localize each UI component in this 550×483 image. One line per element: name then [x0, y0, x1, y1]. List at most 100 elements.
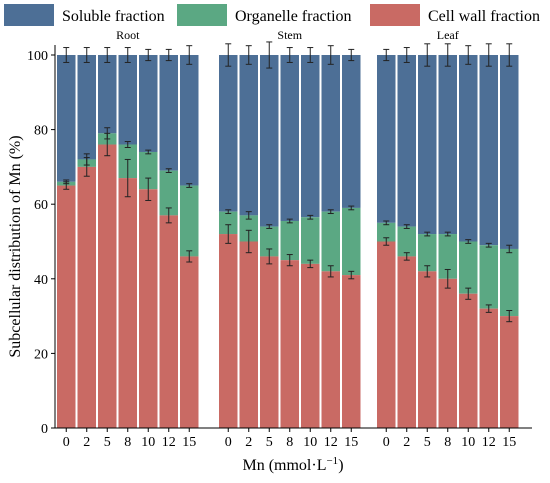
x-axis-title-close: ) [338, 457, 343, 474]
bar-stem-12-err-organelle [327, 209, 334, 215]
bar-leaf-10-cellwall [459, 293, 478, 428]
x-tick-leaf-8: 8 [444, 435, 451, 450]
bar-root-15-soluble [180, 55, 199, 186]
bar-root-15-organelle [180, 185, 199, 257]
bar-leaf-15-err-cellwall [506, 310, 513, 323]
bar-leaf-2-err-top [403, 47, 410, 63]
x-axis-title-main: Mn (mmol·L [242, 457, 326, 474]
bar-leaf-0-organelle [377, 222, 396, 242]
x-tick-leaf-5: 5 [424, 435, 431, 450]
bar-stem-12-soluble [321, 55, 340, 212]
bar-leaf-0-soluble [377, 55, 396, 223]
bar-stem-2-err-organelle [245, 211, 252, 220]
bar-root-5-err-top [104, 47, 111, 63]
bar-leaf-10-soluble [459, 55, 478, 242]
bar-root-2-err-top [83, 47, 90, 63]
bar-stem-5-err-organelle [266, 224, 273, 229]
bar-stem-5-organelle [260, 226, 279, 257]
bar-stem-12-cellwall [321, 271, 340, 428]
x-tick-stem-15: 15 [344, 435, 358, 450]
x-tick-leaf-10: 10 [461, 435, 475, 450]
bar-leaf-12-organelle [479, 245, 498, 309]
bar-leaf-0-err-organelle [383, 220, 390, 226]
y-axis-title: Subcellular distribution of Mn (%) [7, 135, 24, 357]
bar-leaf-8-err-organelle [444, 231, 451, 237]
bar-root-10-err-top [145, 48, 152, 62]
bar-root-10-organelle [139, 151, 158, 190]
bar-leaf-8-soluble [438, 55, 457, 235]
bar-stem-15-err-top [348, 48, 355, 62]
y-tick-60: 60 [34, 198, 48, 213]
bar-leaf-15-err-organelle [506, 244, 513, 254]
bar-root-2-soluble [77, 55, 96, 160]
bar-stem-0-cellwall [219, 234, 238, 428]
bar-stem-10-cellwall [301, 263, 320, 428]
bar-root-5-cellwall [98, 144, 117, 428]
legend-swatch-1 [177, 4, 227, 26]
legend: Soluble fraction Organelle fraction Cell w… [4, 4, 540, 26]
bar-root-8-soluble [118, 55, 137, 145]
bar-leaf-8-err-cellwall [444, 268, 451, 289]
bar-leaf-8-organelle [438, 234, 457, 279]
x-axis-title-sup: −1 [326, 455, 338, 467]
bar-stem-2-err-cellwall [245, 229, 252, 254]
bar-root-12-err-top [165, 48, 172, 62]
x-tick-root-2: 2 [83, 435, 90, 450]
bar-root-12-err-organelle [165, 168, 172, 173]
bar-root-15-err-organelle [186, 183, 193, 188]
bar-stem-8-cellwall [280, 260, 299, 428]
y-tick-40: 40 [34, 273, 48, 288]
legend-label-2: Cell wall fraction [428, 8, 540, 25]
bar-root-8-err-top [124, 47, 131, 63]
bar-root-8-cellwall [118, 178, 137, 428]
bar-root-10-soluble [139, 55, 158, 152]
bar-stem-5-cellwall [260, 256, 279, 428]
bar-stem-10-err-top [307, 47, 314, 63]
legend-label-0: Soluble fraction [62, 8, 165, 25]
bar-root-2-cellwall [77, 166, 96, 428]
x-tick-stem-2: 2 [245, 435, 252, 450]
bar-stem-8-err-cellwall [286, 254, 293, 267]
bar-stem-0-err-organelle [225, 209, 232, 215]
bar-leaf-8-err-top [444, 43, 451, 67]
bar-stem-2-soluble [239, 55, 258, 216]
bar-leaf-2-organelle [397, 226, 416, 257]
bar-stem-0-err-cellwall [225, 224, 232, 244]
bar-stem-8-err-top [286, 47, 293, 63]
bar-stem-2-organelle [239, 215, 258, 242]
x-tick-stem-12: 12 [324, 435, 338, 450]
panel-title-stem: Stem [277, 28, 302, 42]
bar-root-8-err-organelle [124, 141, 131, 149]
x-tick-root-15: 15 [182, 435, 196, 450]
x-tick-root-8: 8 [124, 435, 131, 450]
group-root: Root [57, 28, 199, 428]
bar-leaf-15-organelle [500, 248, 519, 317]
legend-swatch-0 [4, 4, 54, 26]
legend-swatch-2 [370, 4, 420, 26]
y-tick-20: 20 [34, 347, 48, 362]
bar-root-10-err-cellwall [145, 177, 152, 201]
group-stem: Stem [219, 28, 361, 428]
x-axis-title: Mn (mmol·L−1) [242, 455, 343, 474]
bar-stem-10-err-cellwall [307, 259, 314, 269]
x-tick-root-0: 0 [63, 435, 70, 450]
bar-leaf-15-cellwall [500, 316, 519, 428]
bar-stem-12-err-cellwall [327, 265, 334, 278]
legend-label-1: Organelle fraction [235, 8, 352, 25]
bar-stem-5-err-top [266, 41, 273, 69]
bar-stem-2-err-top [245, 45, 252, 65]
bar-stem-15-organelle [342, 207, 361, 276]
bar-stem-12-err-top [327, 45, 334, 65]
bar-leaf-2-cellwall [397, 256, 416, 428]
bar-stem-15-soluble [342, 55, 361, 208]
bar-root-2-err-organelle [83, 153, 90, 166]
bar-leaf-12-cellwall [479, 308, 498, 428]
bar-leaf-5-err-cellwall [424, 265, 431, 278]
bar-leaf-15-err-top [506, 43, 513, 67]
bar-root-0-cellwall [57, 185, 76, 428]
bar-root-15-cellwall [180, 256, 199, 428]
bar-stem-15-err-cellwall [348, 270, 355, 280]
bar-stem-5-soluble [260, 55, 279, 227]
x-tick-root-12: 12 [162, 435, 176, 450]
